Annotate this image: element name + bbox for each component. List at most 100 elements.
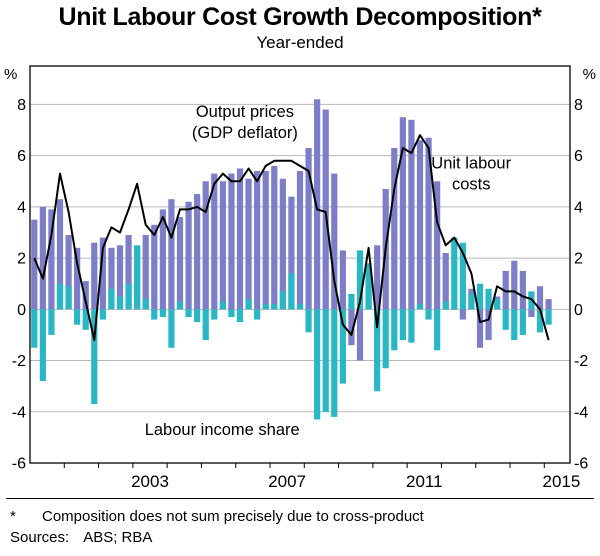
y-axis-unit-left: % bbox=[4, 66, 17, 83]
labour-income-share-bar bbox=[125, 283, 132, 310]
output-prices-bar bbox=[314, 99, 321, 310]
output-prices-bar bbox=[331, 173, 338, 310]
labour-income-share-bar bbox=[468, 293, 475, 310]
output-prices-bar bbox=[391, 147, 398, 310]
labour-income-share-bar bbox=[219, 301, 226, 310]
output-prices-bar bbox=[202, 181, 209, 310]
output-prices-bar bbox=[451, 309, 458, 310]
y-tick-label: 4 bbox=[17, 199, 26, 216]
labour-income-share-bar bbox=[65, 286, 72, 310]
labour-income-share-bar bbox=[494, 299, 501, 310]
footnote: * Composition does not sum precisely due … bbox=[6, 506, 594, 527]
labour-income-share-bar bbox=[374, 309, 381, 392]
labour-income-share-bar bbox=[236, 309, 244, 323]
output-prices-bar bbox=[168, 199, 175, 310]
output-prices-bar bbox=[399, 117, 406, 310]
output-prices-bar bbox=[519, 270, 526, 310]
output-prices-bar bbox=[528, 309, 535, 317]
output-prices-bar bbox=[211, 173, 218, 310]
output-prices-bar bbox=[442, 252, 449, 310]
labour-income-share-bar bbox=[159, 309, 166, 317]
output-prices-bar bbox=[142, 235, 149, 310]
labour-income-share-bar bbox=[476, 283, 484, 310]
labour-income-share-bar bbox=[442, 301, 449, 310]
labour-income-share-bar bbox=[511, 309, 518, 341]
output-prices-bar bbox=[288, 196, 295, 310]
labour-income-share-bar bbox=[314, 309, 321, 420]
labour-income-share-bar bbox=[245, 299, 252, 310]
labour-income-share-bar bbox=[382, 309, 389, 369]
chart-subtitle: Year-ended bbox=[256, 33, 344, 52]
output-prices-bar bbox=[39, 206, 46, 310]
unit-labour-costs-annotation: Unit labour bbox=[431, 155, 511, 173]
output-prices-bar bbox=[279, 178, 286, 310]
labour-income-share-bar bbox=[48, 309, 55, 335]
labour-income-share-bar bbox=[91, 309, 98, 405]
labour-income-share-bar bbox=[399, 309, 406, 341]
output-prices-bar bbox=[245, 178, 252, 310]
output-prices-bar bbox=[91, 242, 98, 310]
page-title: Unit Labour Cost Growth Decomposition* bbox=[58, 3, 542, 31]
output-prices-bar bbox=[271, 165, 278, 310]
labour-income-share-bar bbox=[271, 304, 278, 310]
output-prices-bar bbox=[374, 245, 381, 310]
output-prices-annotation: (GDP deflator) bbox=[192, 124, 298, 142]
labour-income-share-bar bbox=[339, 309, 346, 384]
unit-labour-cost-chart: -6 -6 -4 -4 -2 -2 0 0 2 2 4 4 6 6 8 8% % 2003 2007 2011 2015… bbox=[4, 65, 596, 491]
output-prices-bar bbox=[296, 171, 304, 310]
labour-income-share-bar bbox=[151, 309, 158, 320]
x-year-ticks bbox=[63, 463, 545, 468]
unit-labour-costs-annotation: costs bbox=[452, 176, 491, 194]
output-prices-bar bbox=[108, 247, 115, 310]
y-tick-label: -4 bbox=[12, 404, 26, 421]
output-prices-bar bbox=[159, 209, 166, 310]
chart-footer: * Composition does not sum precisely due … bbox=[6, 498, 594, 556]
plot-frame bbox=[29, 65, 571, 464]
labour-income-share-bar bbox=[485, 288, 492, 310]
labour-income-share-bar bbox=[116, 296, 124, 310]
output-prices-bar bbox=[339, 250, 346, 310]
labour-income-share-bar bbox=[416, 304, 424, 310]
output-prices-bar bbox=[48, 209, 55, 310]
labour-income-share-bar bbox=[194, 309, 201, 323]
output-prices-bar bbox=[219, 181, 226, 310]
y-axis-unit-right: % bbox=[583, 66, 596, 83]
labour-income-share-bar bbox=[425, 309, 432, 320]
y-tick-label: 8 bbox=[574, 97, 583, 114]
output-prices-bar bbox=[485, 309, 492, 341]
output-prices-bar bbox=[322, 109, 329, 310]
sources-label: Sources: bbox=[10, 529, 70, 546]
labour-income-share-bar bbox=[31, 309, 38, 348]
output-prices-bar bbox=[185, 201, 192, 310]
output-prices-bar bbox=[82, 281, 89, 310]
y-tick-label: 2 bbox=[574, 251, 583, 268]
labour-income-share-bar bbox=[108, 288, 115, 310]
labour-income-share-bar bbox=[451, 237, 458, 310]
y-tick-label: 2 bbox=[17, 251, 26, 268]
y-tick-label: 6 bbox=[574, 148, 583, 165]
sources: Sources: ABS; RBA bbox=[6, 527, 594, 548]
labour-income-share-bar bbox=[502, 309, 509, 330]
y-tick-label: 0 bbox=[17, 302, 26, 319]
output-prices-bar bbox=[545, 299, 552, 310]
output-prices-bar bbox=[434, 181, 441, 310]
labour-income-share-bar bbox=[168, 309, 175, 348]
output-prices-bar bbox=[305, 147, 312, 310]
labour-income-share-bar bbox=[365, 263, 372, 310]
labour-income-share-bar bbox=[82, 309, 89, 330]
labour-income-share-bar bbox=[134, 245, 141, 310]
labour-income-share-bar bbox=[459, 242, 466, 310]
unit-labour-costs-line bbox=[33, 134, 550, 342]
output-prices-annotation: Output prices bbox=[196, 103, 294, 121]
labour-income-share-bar bbox=[322, 309, 329, 412]
output-prices-bar bbox=[151, 224, 158, 310]
output-prices-bar bbox=[176, 217, 184, 310]
y-tick-label: 6 bbox=[17, 148, 26, 165]
footnote-text: Composition does not sum precisely due t… bbox=[42, 508, 424, 525]
output-prices-bar bbox=[262, 171, 269, 310]
labour-income-share-bar bbox=[99, 309, 106, 320]
labour-income-share-bar bbox=[142, 299, 149, 310]
output-prices-bar bbox=[348, 309, 355, 346]
output-prices-bar bbox=[416, 140, 424, 310]
